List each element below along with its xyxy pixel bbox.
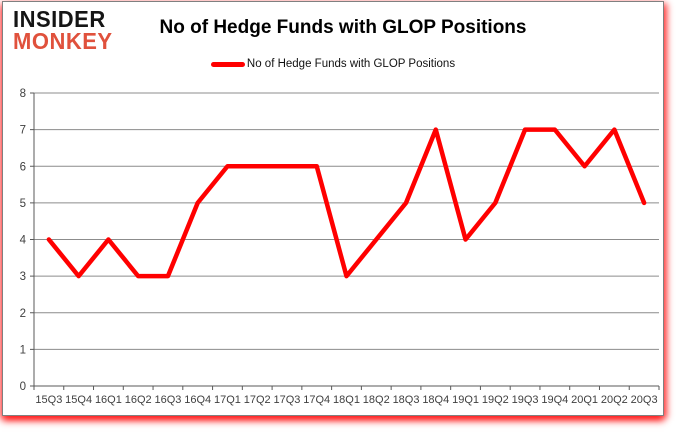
x-tick-label: 17Q4 <box>303 394 330 406</box>
y-tick-label: 2 <box>20 308 26 320</box>
y-tick-label: 1 <box>20 344 26 356</box>
insider-monkey-logo: INSIDER MONKEY <box>13 5 113 55</box>
x-tick-label: 18Q4 <box>422 394 449 406</box>
x-tick-label: 17Q1 <box>214 394 241 406</box>
x-tick-label: 16Q4 <box>184 394 211 406</box>
x-tick-label: 18Q1 <box>333 394 360 406</box>
x-tick-label: 16Q3 <box>154 394 181 406</box>
x-tick-label: 18Q3 <box>393 394 420 406</box>
logo-text-monkey: MONKEY <box>13 28 113 55</box>
x-tick-label: 17Q3 <box>274 394 301 406</box>
x-tick-label: 20Q1 <box>571 394 598 406</box>
y-tick-label: 7 <box>20 125 26 137</box>
chart-card: INSIDER MONKEY No of Hedge Funds with GL… <box>2 1 664 416</box>
legend-label: No of Hedge Funds with GLOP Positions <box>246 58 456 70</box>
y-tick-label: 3 <box>20 271 26 283</box>
chart-title: No of Hedge Funds with GLOP Positions <box>159 17 527 38</box>
x-tick-label: 18Q2 <box>363 394 390 406</box>
x-tick-label: 16Q1 <box>95 394 122 406</box>
x-tick-label: 15Q3 <box>35 394 62 406</box>
legend: No of Hedge Funds with GLOP Positions <box>3 58 663 70</box>
y-tick-label: 8 <box>20 88 26 100</box>
y-tick-label: 5 <box>20 198 26 210</box>
x-tick-label: 20Q3 <box>631 394 658 406</box>
x-tick-label: 19Q3 <box>512 394 539 406</box>
y-tick-label: 4 <box>20 235 27 247</box>
y-tick-label: 6 <box>20 161 26 173</box>
x-tick-label: 20Q2 <box>601 394 628 406</box>
x-tick-label: 17Q2 <box>244 394 271 406</box>
logo-text-insider: INSIDER <box>13 5 106 33</box>
x-tick-label: 16Q2 <box>125 394 152 406</box>
series-line <box>46 127 647 279</box>
x-tick-label: 19Q2 <box>482 394 509 406</box>
x-tick-label: 19Q4 <box>541 394 568 406</box>
legend-line-marker <box>210 61 245 67</box>
x-tick-label: 15Q4 <box>65 394 92 406</box>
y-tick-label: 0 <box>20 381 26 393</box>
x-tick-label: 19Q1 <box>452 394 479 406</box>
